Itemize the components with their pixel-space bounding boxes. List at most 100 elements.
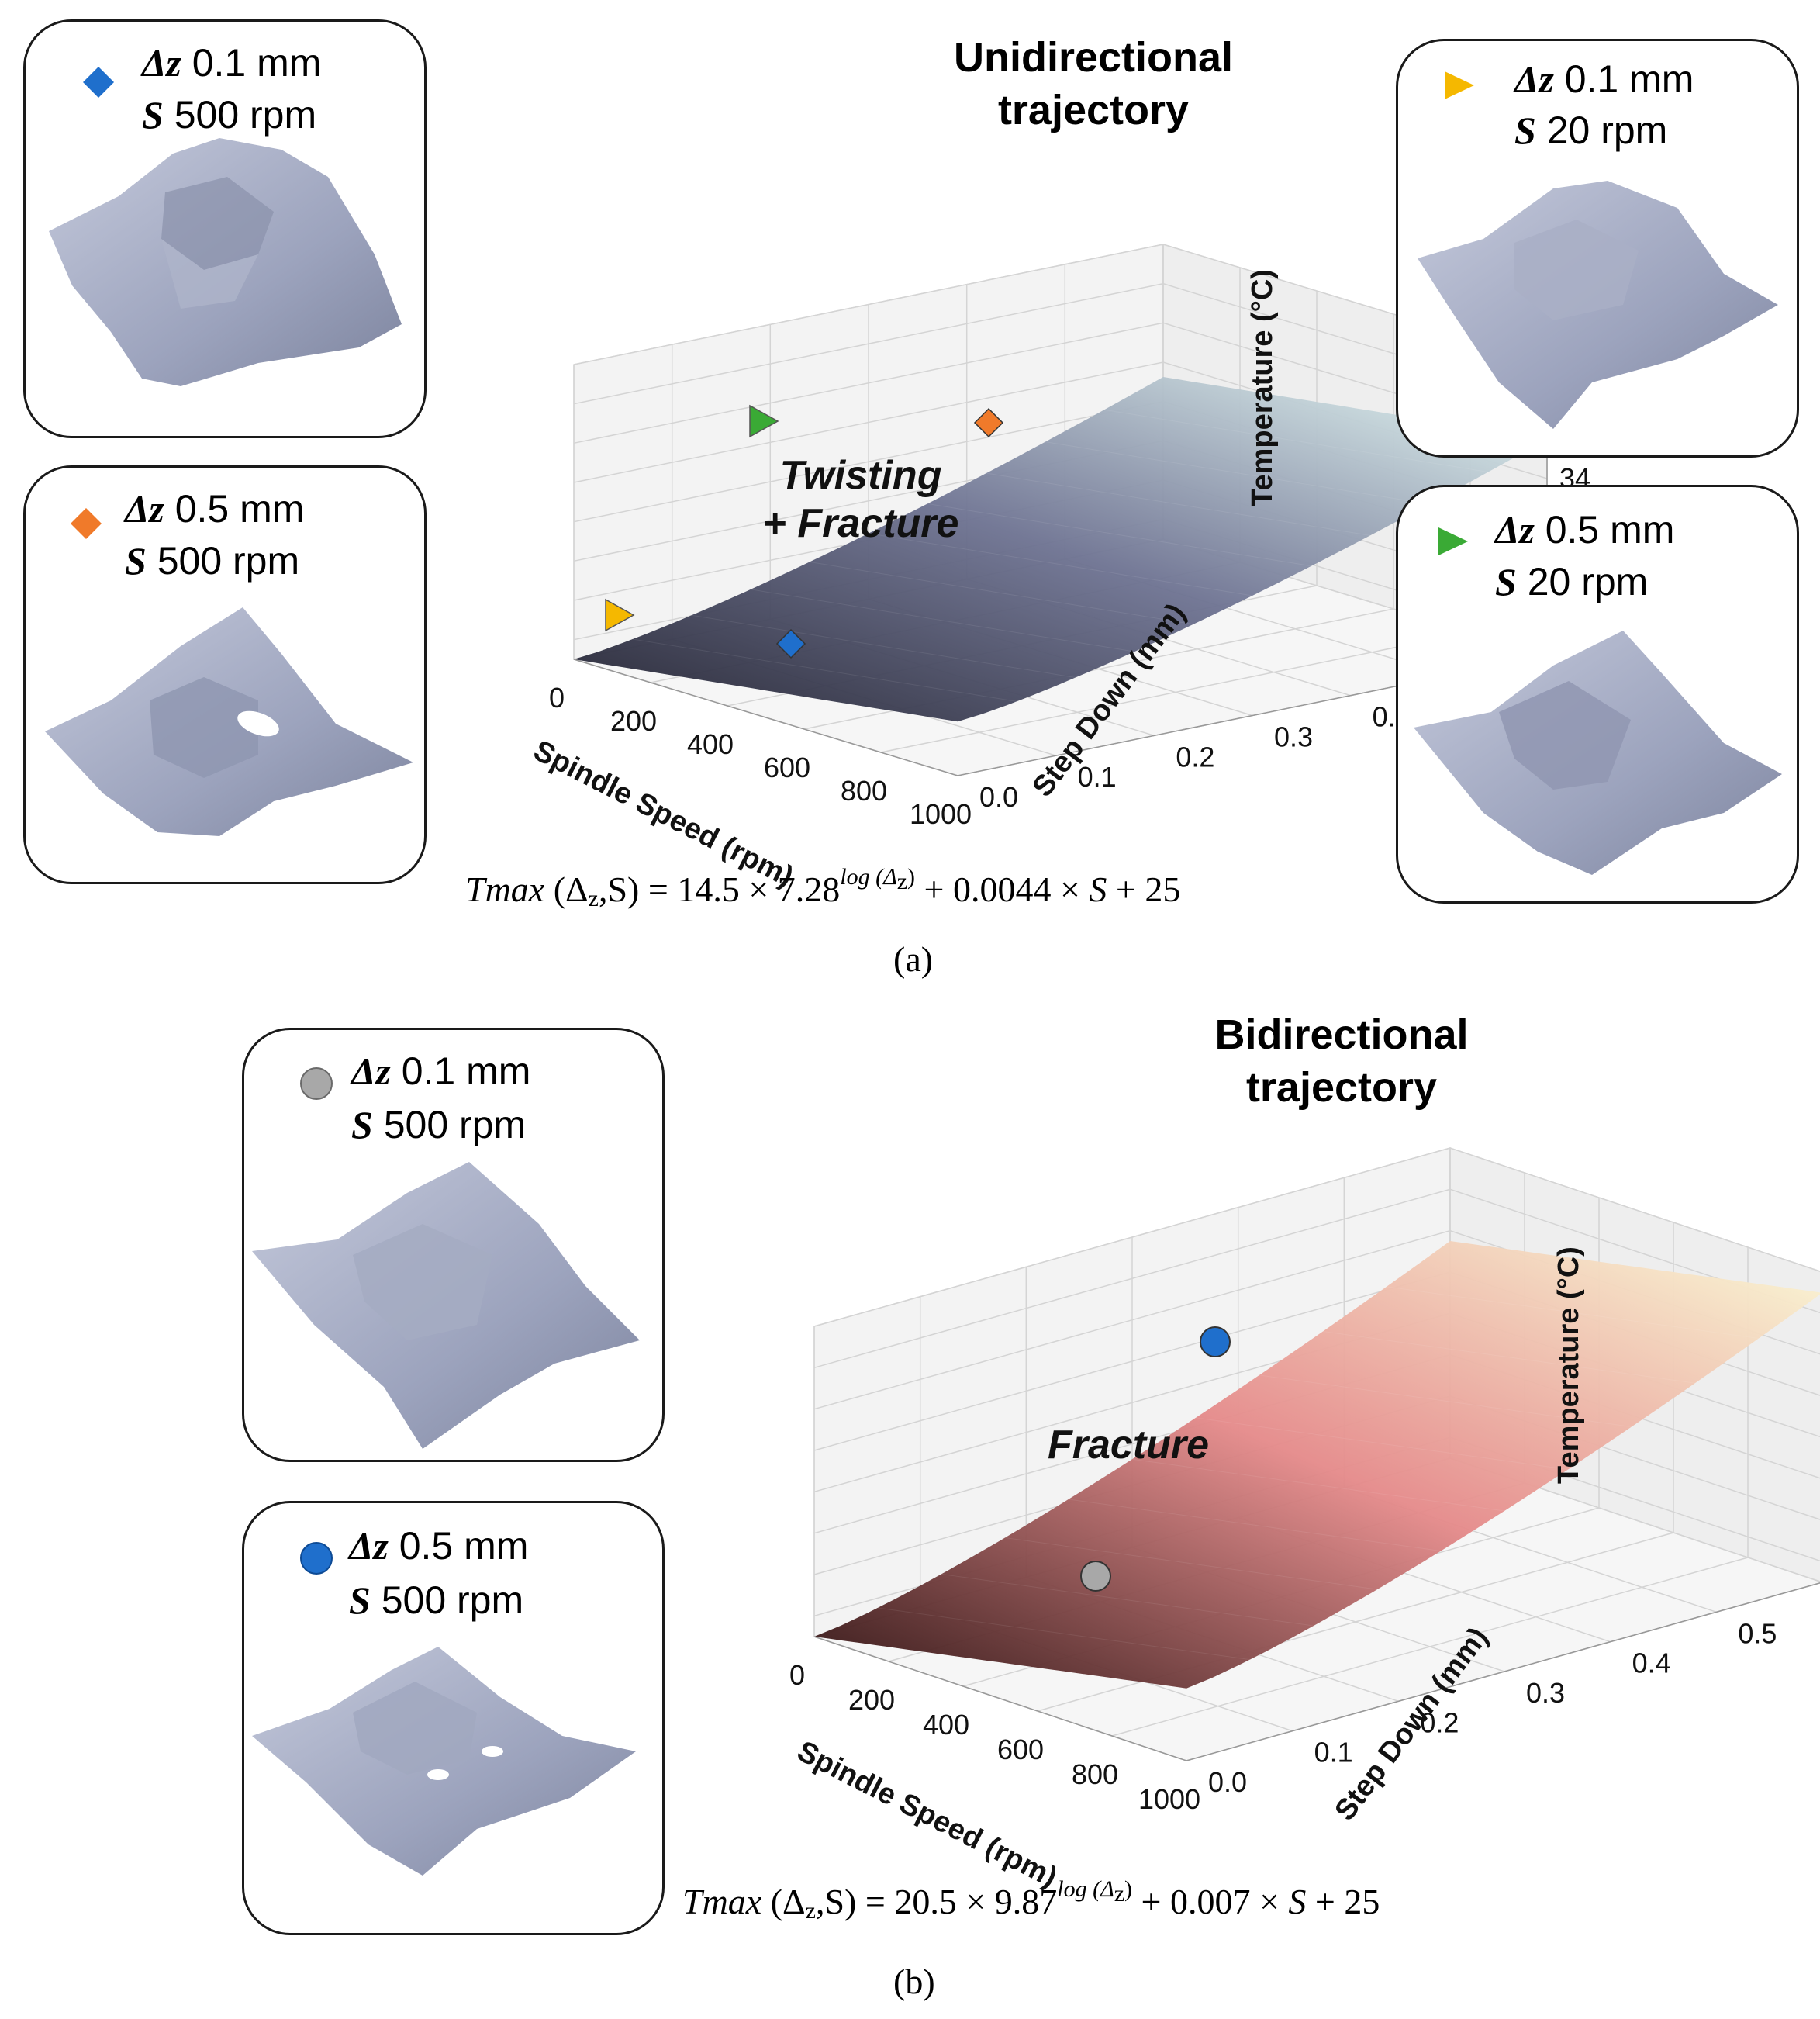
surface-mesh-line xyxy=(986,472,1371,536)
surface-mesh-line xyxy=(1103,409,1489,473)
y-tick-label: 0.3 xyxy=(1526,1677,1565,1709)
speed-value: 500 rpm xyxy=(174,93,317,137)
data-point-diamond xyxy=(973,407,1004,438)
formula-a: Tmax (Δz,S) = 14.5 × 7.28log (Δz) + 0.00… xyxy=(465,864,1181,911)
card-b-top: Δz 0.1 mm S 500 rpm xyxy=(242,1028,665,1462)
delta-z-symbol: Δz xyxy=(1514,57,1554,101)
surface-mesh-line xyxy=(691,614,1076,678)
delta-z-symbol: Δz xyxy=(142,41,181,85)
grid-line-z xyxy=(813,1147,1820,1327)
yellow-triangle-icon xyxy=(1445,71,1474,99)
x-tick-label: 0 xyxy=(549,682,565,714)
formula-a-exponent-end: ) xyxy=(907,864,916,890)
step-down-value: 0.1 mm xyxy=(401,1049,531,1093)
green-triangle-icon xyxy=(1438,527,1468,555)
x-tick-label: 600 xyxy=(764,752,810,783)
surface-mesh-line xyxy=(750,589,1135,652)
sheet-image xyxy=(252,1162,640,1449)
surface-mesh-line xyxy=(1131,1458,1505,1512)
s-symbol: S xyxy=(142,93,164,137)
card-b-bottom: Δz 0.5 mm S 500 rpm xyxy=(242,1501,665,1935)
fractured-sheet-image xyxy=(45,607,413,836)
y-tick-label: 0.2 xyxy=(1420,1706,1459,1738)
blue-circle-icon xyxy=(300,1542,333,1575)
formula-a-exponent: log (Δ xyxy=(840,864,897,890)
x-tick-label: 1000 xyxy=(1138,1783,1200,1815)
step-down-value: 0.5 mm xyxy=(399,1524,529,1568)
surface-mesh-line xyxy=(809,562,1194,625)
surface-mesh-line xyxy=(1195,1417,1569,1470)
y-tick-label: 0.1 xyxy=(1314,1737,1353,1768)
chart-a-title-line2: trajectory xyxy=(997,87,1190,133)
step-down-value: 0.1 mm xyxy=(1564,57,1694,101)
x-axis-line xyxy=(573,659,958,776)
formula-a-rhs3: + 25 xyxy=(1107,869,1181,909)
formula-a-rhs1: = 14.5 × 7.28 xyxy=(639,869,841,909)
delta-z-symbol: Δz xyxy=(1495,508,1535,551)
twisted-sheet-image xyxy=(1414,631,1782,875)
card-a-top-right: Δz 0.1 mm S 20 rpm xyxy=(1396,39,1799,458)
panel-b-label: (b) xyxy=(893,1962,935,2001)
chart-b-title-line2: trajectory xyxy=(1245,1064,1438,1111)
y-tick-label: 0.3 xyxy=(1274,721,1313,753)
surface-mesh-line xyxy=(1045,441,1430,505)
data-point-circle xyxy=(1080,1561,1111,1592)
s-symbol: S xyxy=(125,539,147,583)
x-tick-label: 600 xyxy=(997,1734,1044,1765)
z-axis-label: Temperature (°C) xyxy=(1246,269,1279,506)
formula-b-lhs: Tmax xyxy=(682,1882,762,1921)
data-point-triangle xyxy=(605,598,635,632)
surface-mesh-line xyxy=(1068,1499,1442,1552)
surface-mesh-line xyxy=(1004,1537,1378,1590)
y-tick-label: 0.1 xyxy=(1078,761,1117,793)
x-tick-label: 1000 xyxy=(910,798,972,830)
formula-b-args: (Δ xyxy=(770,1882,806,1921)
fractured-sheet-image xyxy=(252,1647,636,1876)
y-tick-label: 0.4 xyxy=(1632,1647,1671,1679)
surface-mesh-line xyxy=(1259,1374,1632,1428)
data-point-triangle xyxy=(749,404,779,438)
x-tick-label: 200 xyxy=(848,1684,895,1716)
x-tick-label: 800 xyxy=(1072,1758,1118,1790)
formula-b-rhs1: = 20.5 × 9.87 xyxy=(856,1882,1058,1921)
temperature-surface xyxy=(814,1241,1820,1689)
delta-z-symbol: Δz xyxy=(351,1049,391,1093)
card-a-bottom-left: Δz 0.5 mm S 500 rpm xyxy=(23,465,427,884)
delta-z-symbol: Δz xyxy=(125,487,164,531)
card-a-bottom-right: Δz 0.5 mm S 20 rpm xyxy=(1396,485,1799,904)
x-tick-label: 0 xyxy=(789,1659,805,1691)
step-down-value: 0.5 mm xyxy=(174,487,305,531)
formula-a-rhs2: + 0.0044 × xyxy=(915,869,1090,909)
y-tick-label: 0.0 xyxy=(1208,1766,1247,1798)
x-axis-line xyxy=(813,1636,1187,1761)
formula-a-args: (Δ xyxy=(553,869,589,909)
speed-value: 500 rpm xyxy=(381,1578,524,1622)
chart-a-title: Unidirectional trajectory xyxy=(884,31,1303,137)
gray-circle-icon xyxy=(300,1067,333,1100)
grid-line-z xyxy=(813,1188,1820,1369)
chart-b-title: Bidirectional trajectory xyxy=(1132,1008,1551,1114)
surface-mesh-line xyxy=(927,503,1312,567)
formula-b-exponent-end: ) xyxy=(1124,1876,1133,1902)
y-axis-line xyxy=(1186,1582,1820,1761)
orange-diamond-icon xyxy=(71,508,102,539)
surface-mesh-line xyxy=(1322,1331,1696,1384)
formula-b-exponent-sub: z xyxy=(1114,1881,1125,1907)
chart-a-title-line1: Unidirectional xyxy=(953,34,1234,81)
speed-value: 20 rpm xyxy=(1527,560,1649,603)
surface-mesh-line xyxy=(877,1607,1251,1661)
s-symbol: S xyxy=(1514,109,1536,152)
step-down-value: 0.5 mm xyxy=(1545,508,1675,551)
blue-diamond-icon xyxy=(83,67,114,98)
y-tick-label: 0.5 xyxy=(1738,1617,1777,1649)
surface-mesh-line xyxy=(1386,1286,1760,1339)
formula-a-sub: z xyxy=(588,886,599,911)
x-tick-label: 400 xyxy=(923,1709,969,1741)
formula-b-sub: z xyxy=(805,1898,816,1924)
x-tick-label: 800 xyxy=(841,775,887,807)
formula-a-args2: ,S) xyxy=(598,869,640,909)
surface-mesh-line xyxy=(941,1573,1314,1627)
formula-b: Tmax (Δz,S) = 20.5 × 9.87log (Δz) + 0.00… xyxy=(682,1876,1380,1924)
sheet-image xyxy=(1418,181,1778,429)
